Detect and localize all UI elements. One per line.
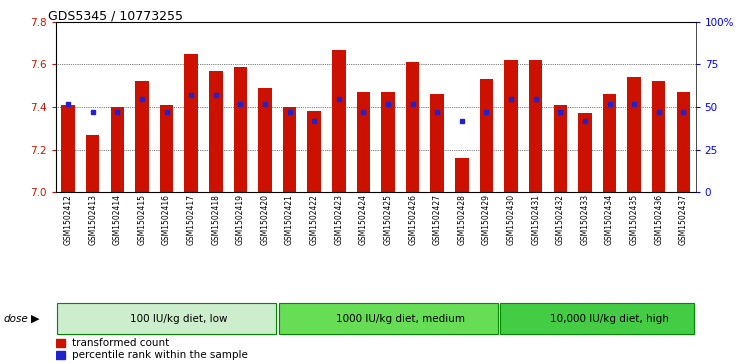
Bar bbox=[135, 82, 149, 192]
Bar bbox=[455, 158, 469, 192]
Text: 100 IU/kg diet, low: 100 IU/kg diet, low bbox=[130, 314, 228, 323]
Bar bbox=[56, 351, 65, 359]
Bar bbox=[356, 92, 371, 192]
Text: transformed count: transformed count bbox=[72, 338, 170, 348]
Bar bbox=[603, 94, 616, 192]
Bar bbox=[627, 77, 641, 192]
Bar bbox=[234, 66, 247, 192]
FancyBboxPatch shape bbox=[278, 303, 498, 334]
Bar bbox=[578, 114, 591, 192]
Bar bbox=[431, 94, 444, 192]
Bar bbox=[307, 111, 321, 192]
Bar bbox=[61, 105, 75, 192]
Bar bbox=[283, 107, 296, 192]
Bar bbox=[554, 105, 567, 192]
Bar bbox=[381, 92, 395, 192]
Bar bbox=[676, 92, 690, 192]
Text: percentile rank within the sample: percentile rank within the sample bbox=[72, 350, 248, 360]
Bar bbox=[86, 135, 100, 192]
Bar bbox=[480, 79, 493, 192]
Bar bbox=[209, 71, 222, 192]
Text: ▶: ▶ bbox=[31, 314, 39, 323]
Text: 10,000 IU/kg diet, high: 10,000 IU/kg diet, high bbox=[550, 314, 669, 323]
Bar bbox=[56, 339, 65, 347]
FancyBboxPatch shape bbox=[500, 303, 694, 334]
Bar bbox=[652, 82, 665, 192]
Text: 1000 IU/kg diet, medium: 1000 IU/kg diet, medium bbox=[336, 314, 465, 323]
Bar bbox=[504, 60, 518, 192]
Bar bbox=[406, 62, 420, 192]
Text: dose: dose bbox=[4, 314, 28, 323]
Bar bbox=[529, 60, 542, 192]
Bar bbox=[160, 105, 173, 192]
Bar bbox=[111, 107, 124, 192]
Bar bbox=[185, 54, 198, 192]
FancyBboxPatch shape bbox=[57, 303, 276, 334]
Bar bbox=[332, 49, 345, 192]
Text: GDS5345 / 10773255: GDS5345 / 10773255 bbox=[48, 9, 183, 22]
Bar bbox=[258, 88, 272, 192]
